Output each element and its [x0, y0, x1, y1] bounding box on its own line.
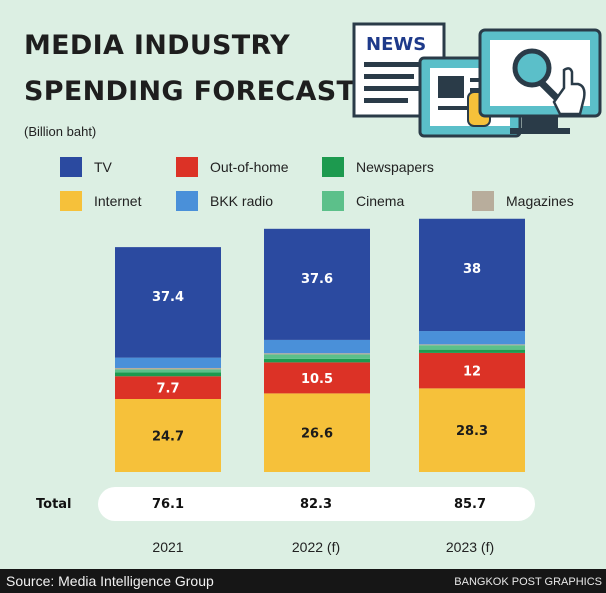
source-text: Source: Media Intelligence Group — [6, 573, 214, 589]
bar-segment — [419, 331, 525, 345]
bar-segment — [264, 353, 370, 355]
bar-segment — [115, 372, 221, 377]
bar-segment — [264, 358, 370, 363]
legend-item: Newspapers — [322, 156, 434, 178]
total-value: 76.1 — [151, 497, 185, 512]
total-value: 85.7 — [453, 497, 487, 512]
legend-item: TV — [60, 156, 112, 178]
bar-segment — [419, 218, 525, 332]
data-label: 37.4 — [152, 290, 184, 305]
bar-segment — [115, 367, 221, 370]
total-label: Total — [36, 497, 72, 512]
bar-segment — [419, 352, 525, 389]
year-label: 2023 (f) — [445, 539, 495, 555]
bar-segment — [115, 369, 221, 373]
cursor-hand-icon — [552, 67, 586, 116]
bar-segment — [264, 228, 370, 340]
legend-label: Internet — [94, 193, 142, 209]
legend-swatch — [60, 191, 82, 211]
legend-swatch — [60, 157, 82, 177]
year-label: 2022 (f) — [291, 539, 341, 555]
data-label: 28.3 — [456, 424, 488, 439]
legend-label: Out-of-home — [210, 159, 289, 175]
legend-swatch — [322, 191, 344, 211]
legend-item: Internet — [60, 190, 141, 212]
legend-label: BKK radio — [210, 193, 274, 209]
data-label: 38 — [463, 262, 481, 277]
magnifier-icon — [512, 48, 552, 88]
data-label: 12 — [463, 365, 481, 380]
legend-label: TV — [94, 159, 112, 175]
year-label: 2021 — [152, 539, 184, 555]
bar-segment — [115, 399, 221, 472]
legend-label: Newspapers — [356, 159, 434, 175]
bar-segment — [419, 388, 525, 472]
newspaper-headline: NEWS — [366, 34, 426, 55]
bar-segment — [264, 393, 370, 472]
bar-segment — [264, 354, 370, 359]
legend-item: Out-of-home — [176, 156, 289, 178]
credit-text: BANGKOK POST GRAPHICS — [454, 576, 602, 588]
legend-swatch — [176, 157, 198, 177]
legend-label: Magazines — [506, 193, 574, 209]
bar-segment — [419, 344, 525, 346]
bar-segment — [419, 345, 525, 350]
legend-item: BKK radio — [176, 190, 273, 212]
total-value: 82.3 — [299, 497, 333, 512]
totals-bar — [98, 487, 535, 521]
data-label: 37.6 — [301, 272, 333, 287]
bar-segment — [419, 349, 525, 353]
legend-item: Cinema — [322, 190, 404, 212]
data-label: 7.7 — [156, 382, 179, 397]
legend-swatch — [472, 191, 494, 211]
bar-segment — [115, 357, 221, 368]
footer: Source: Media Intelligence Group BANGKOK… — [0, 569, 606, 593]
legend-swatch — [322, 157, 344, 177]
bar-segment — [264, 362, 370, 394]
bar-segment — [264, 339, 370, 354]
unit-label: (Billion baht) — [24, 124, 97, 139]
legend-label: Cinema — [356, 193, 405, 209]
data-label: 24.7 — [152, 430, 184, 445]
legend-item: Magazines — [472, 190, 574, 212]
title-line-2: SPENDING FORECAST — [24, 76, 356, 107]
news-monitor-illustration: NEWS — [352, 22, 602, 138]
bar-segment — [115, 376, 221, 400]
title-line-1: MEDIA INDUSTRY — [24, 30, 290, 61]
bar-segment — [115, 247, 221, 358]
data-label: 26.6 — [301, 427, 333, 442]
data-label: 10.5 — [301, 372, 333, 387]
legend-swatch — [176, 191, 198, 211]
